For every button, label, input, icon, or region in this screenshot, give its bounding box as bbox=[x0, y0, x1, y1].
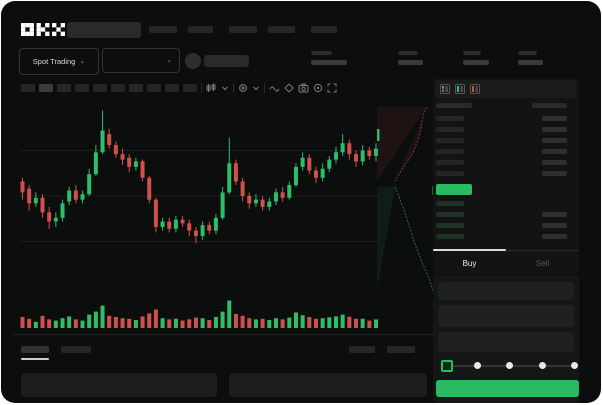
chevron-down-icon: ⌄ bbox=[79, 58, 86, 65]
okx-logo[interactable] bbox=[21, 22, 65, 37]
ask-row[interactable] bbox=[436, 168, 576, 179]
market-type-dropdown[interactable]: Spot Trading ⌄ bbox=[19, 48, 99, 75]
buy-tab[interactable]: Buy bbox=[462, 259, 477, 268]
orderbook-bids bbox=[436, 198, 576, 242]
logo-letter-k bbox=[36, 23, 50, 36]
interval-button-2[interactable] bbox=[39, 84, 53, 92]
fullscreen-icon[interactable] bbox=[327, 83, 337, 93]
chart-bottom-divider bbox=[13, 334, 433, 335]
total-field[interactable] bbox=[438, 332, 574, 352]
interval-button-3[interactable] bbox=[57, 84, 71, 92]
nav-item-5[interactable] bbox=[311, 26, 337, 33]
chevron-down-icon[interactable] bbox=[221, 84, 229, 92]
bid-row[interactable] bbox=[436, 209, 576, 220]
orderbook-view-bids-icon[interactable] bbox=[455, 84, 465, 94]
slider-handle[interactable] bbox=[441, 360, 453, 372]
interval-button-4[interactable] bbox=[75, 84, 89, 92]
eraser-icon[interactable] bbox=[284, 83, 294, 93]
orderbook-view-combined-icon[interactable] bbox=[440, 84, 450, 94]
toolbar-divider bbox=[201, 83, 202, 93]
chevron-down-icon: ⌄ bbox=[166, 57, 172, 64]
amount-slider[interactable] bbox=[441, 360, 578, 372]
bid-row[interactable] bbox=[436, 231, 576, 242]
interval-button-9[interactable] bbox=[165, 84, 179, 92]
bottom-action-2[interactable] bbox=[387, 346, 415, 353]
bid-row[interactable] bbox=[436, 220, 576, 231]
interval-button-6[interactable] bbox=[111, 84, 125, 92]
interval-button-7[interactable] bbox=[129, 84, 143, 92]
token-avatar bbox=[185, 53, 201, 69]
indicator-icon[interactable] bbox=[206, 83, 217, 93]
pair-name-placeholder[interactable] bbox=[204, 55, 249, 67]
ask-row[interactable] bbox=[436, 157, 576, 168]
bottom-action-1[interactable] bbox=[349, 346, 375, 353]
slider-stop-3[interactable] bbox=[538, 362, 546, 369]
bottom-tab-underline bbox=[21, 358, 49, 360]
slider-stop-2[interactable] bbox=[506, 362, 513, 369]
orderbook-view-asks-icon[interactable] bbox=[470, 84, 480, 94]
orderbook-toolbar bbox=[435, 80, 576, 98]
depth-chart[interactable] bbox=[377, 97, 434, 293]
ticker-stat-4 bbox=[518, 51, 543, 65]
search-input[interactable] bbox=[67, 22, 141, 38]
bottom-panel-right[interactable] bbox=[229, 373, 427, 397]
chevron-down-icon[interactable] bbox=[252, 84, 260, 92]
logo-letter-o bbox=[21, 23, 34, 36]
buy-button[interactable] bbox=[436, 380, 579, 397]
orderbook-column-headers bbox=[436, 103, 576, 109]
interval-button-5[interactable] bbox=[93, 84, 107, 92]
toolbar-divider bbox=[233, 83, 234, 93]
slider-stop-4[interactable] bbox=[571, 362, 578, 369]
order-side-tabs: Buy Sell bbox=[433, 249, 579, 268]
bottom-tab-2[interactable] bbox=[61, 346, 91, 353]
volume-chart[interactable] bbox=[19, 294, 379, 330]
ticker-stat-2 bbox=[398, 51, 423, 65]
interval-buttons bbox=[21, 84, 197, 92]
toolbar-divider bbox=[264, 83, 265, 93]
last-price-badge[interactable] bbox=[436, 184, 472, 195]
bottom-panel-left[interactable] bbox=[21, 373, 217, 397]
settings-icon[interactable] bbox=[313, 83, 323, 93]
nav-item-4[interactable] bbox=[268, 26, 295, 33]
amount-field[interactable] bbox=[438, 305, 574, 327]
price-field[interactable] bbox=[438, 282, 574, 300]
pair-selector-dropdown[interactable]: ⌄ bbox=[102, 48, 180, 73]
orderbook-asks bbox=[436, 113, 576, 179]
ask-row[interactable] bbox=[436, 135, 576, 146]
interval-button-1[interactable] bbox=[21, 84, 35, 92]
ask-row[interactable] bbox=[436, 146, 576, 157]
slider-stop-1[interactable] bbox=[473, 362, 481, 369]
interval-button-10[interactable] bbox=[183, 84, 197, 92]
compare-icon[interactable] bbox=[238, 83, 248, 93]
nav-item-2[interactable] bbox=[188, 26, 213, 33]
camera-icon[interactable] bbox=[298, 83, 309, 93]
candlestick-chart[interactable] bbox=[19, 101, 379, 293]
ask-row[interactable] bbox=[436, 113, 576, 124]
logo-letter-x bbox=[52, 23, 65, 36]
buy-tab-indicator bbox=[433, 249, 506, 251]
interval-button-8[interactable] bbox=[147, 84, 161, 92]
bid-row[interactable] bbox=[436, 198, 576, 209]
chart-toolbar bbox=[21, 83, 337, 93]
nav-item-3[interactable] bbox=[229, 26, 257, 33]
sell-tab[interactable]: Sell bbox=[535, 259, 550, 268]
bottom-tab-active[interactable] bbox=[21, 346, 49, 353]
ticker-stat-3 bbox=[463, 51, 489, 65]
line-tool-icon[interactable] bbox=[269, 84, 280, 93]
ticker-stat-1 bbox=[311, 51, 347, 65]
ask-row[interactable] bbox=[436, 124, 576, 135]
nav-item-1[interactable] bbox=[149, 26, 177, 33]
market-type-label: Spot Trading bbox=[32, 57, 76, 66]
orderbook-panel: Buy Sell bbox=[433, 78, 579, 274]
okx-logo-glyph bbox=[21, 23, 65, 36]
